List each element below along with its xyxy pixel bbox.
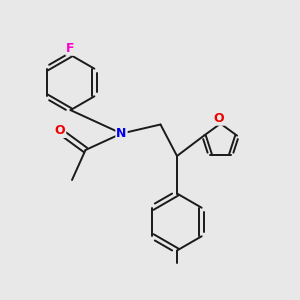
Text: O: O bbox=[214, 112, 224, 125]
Text: N: N bbox=[116, 127, 127, 140]
Text: O: O bbox=[55, 124, 65, 137]
Text: F: F bbox=[66, 42, 75, 55]
